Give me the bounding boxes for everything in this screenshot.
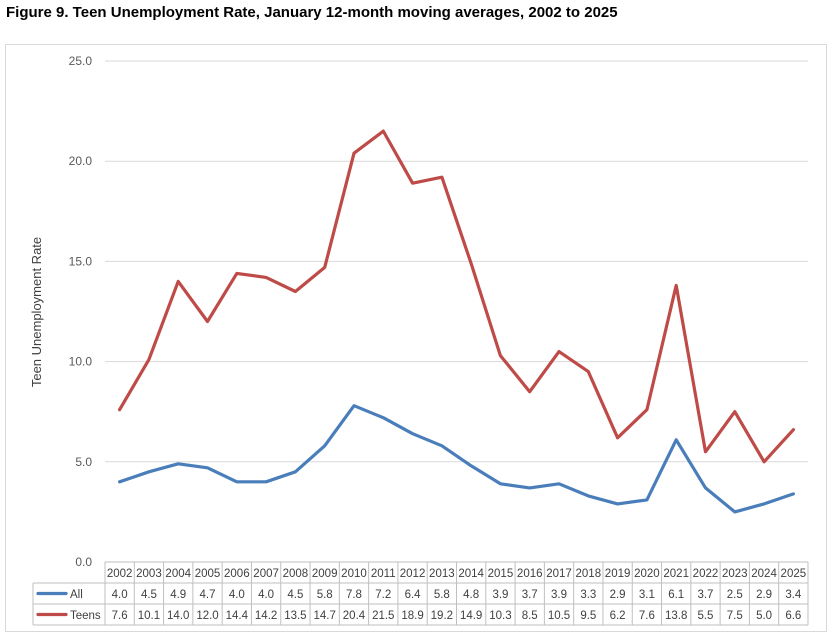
data-label: 2.5 xyxy=(727,589,743,601)
x-tick-label: 2007 xyxy=(253,568,279,580)
data-label: 4.0 xyxy=(112,589,128,601)
data-label: 5.0 xyxy=(756,610,772,622)
data-label: 4.0 xyxy=(229,589,245,601)
data-label: 10.5 xyxy=(548,610,570,622)
data-label: 18.9 xyxy=(401,610,423,622)
x-tick-label: 2005 xyxy=(195,568,221,580)
x-tick-label: 2008 xyxy=(283,568,309,580)
data-label: 7.8 xyxy=(346,589,362,601)
data-label: 13.8 xyxy=(665,610,687,622)
data-label: 6.1 xyxy=(668,589,684,601)
data-label: 20.4 xyxy=(343,610,366,622)
data-label: 3.7 xyxy=(697,589,713,601)
data-label: 12.0 xyxy=(196,610,218,622)
x-tick-label: 2022 xyxy=(693,568,719,580)
y-tick-label: 10.0 xyxy=(69,355,93,369)
data-label: 21.5 xyxy=(372,610,394,622)
x-tick-label: 2019 xyxy=(605,568,631,580)
x-tick-label: 2009 xyxy=(312,568,338,580)
data-label: 2.9 xyxy=(756,589,772,601)
data-label: 7.2 xyxy=(375,589,391,601)
data-label: 7.6 xyxy=(112,610,128,622)
data-table: 2002 2003 2004 2005 2006 2007 2008 2009 2010 2011… xyxy=(32,561,809,626)
data-label: 7.6 xyxy=(639,610,655,622)
data-label: 2.9 xyxy=(610,589,626,601)
x-tick-label: 2018 xyxy=(576,568,602,580)
chart-title: Figure 9. Teen Unemployment Rate, Januar… xyxy=(6,4,618,21)
x-tick-label: 2023 xyxy=(722,568,748,580)
series-line-teens xyxy=(117,129,796,464)
data-label: 3.9 xyxy=(492,589,508,601)
y-tick-label: 0.0 xyxy=(75,555,92,569)
data-label: 14.4 xyxy=(226,610,249,622)
x-tick-label: 2025 xyxy=(781,568,807,580)
data-label: 14.2 xyxy=(255,610,277,622)
data-label: 6.2 xyxy=(610,610,626,622)
data-label: 6.6 xyxy=(785,610,801,622)
x-tick-label: 2016 xyxy=(517,568,543,580)
data-label: 19.2 xyxy=(431,610,453,622)
legend-entry: Teens xyxy=(70,610,101,622)
data-label: 14.9 xyxy=(460,610,482,622)
data-label: 6.4 xyxy=(405,589,422,601)
data-label: 3.1 xyxy=(639,589,655,601)
x-tick-label: 2002 xyxy=(107,568,133,580)
y-tick-label: 20.0 xyxy=(69,154,93,168)
x-tick-label: 2003 xyxy=(136,568,162,580)
data-label: 4.5 xyxy=(287,589,303,601)
data-label: 3.9 xyxy=(551,589,567,601)
x-tick-label: 2010 xyxy=(341,568,367,580)
x-tick-label: 2011 xyxy=(371,568,396,580)
data-label: 13.5 xyxy=(284,610,306,622)
x-tick-label: 2020 xyxy=(634,568,660,580)
data-label: 5.8 xyxy=(434,589,450,601)
data-label: 4.9 xyxy=(170,589,186,601)
data-label: 5.8 xyxy=(317,589,333,601)
data-label: 4.0 xyxy=(258,589,274,601)
data-label: 10.1 xyxy=(138,610,160,622)
data-label: 8.5 xyxy=(522,610,538,622)
data-label: 9.5 xyxy=(580,610,596,622)
data-label: 10.3 xyxy=(489,610,511,622)
data-label: 14.7 xyxy=(313,610,335,622)
x-tick-label: 2012 xyxy=(400,568,426,580)
data-label: 3.7 xyxy=(522,589,538,601)
x-tick-label: 2004 xyxy=(165,568,191,580)
y-axis-label: Teen Unemployment Rate xyxy=(29,237,44,387)
series-line-all xyxy=(117,404,796,514)
x-tick-label: 2013 xyxy=(429,568,455,580)
y-tick-label: 5.0 xyxy=(75,455,92,469)
x-tick-label: 2015 xyxy=(488,568,514,580)
data-label: 7.5 xyxy=(727,610,743,622)
data-label: 14.0 xyxy=(167,610,189,622)
data-label: 4.5 xyxy=(141,589,157,601)
data-label: 4.7 xyxy=(200,589,216,601)
y-axis-ticks: 0.0 5.0 10.0 15.0 20.0 25.0 xyxy=(69,54,93,569)
data-label: 3.4 xyxy=(785,589,802,601)
series-lines xyxy=(117,129,796,514)
x-tick-label: 2024 xyxy=(751,568,777,580)
y-tick-label: 25.0 xyxy=(69,54,93,68)
x-tick-label: 2006 xyxy=(224,568,250,580)
y-tick-label: 15.0 xyxy=(69,254,93,268)
x-tick-label: 2021 xyxy=(663,568,689,580)
chart-frame xyxy=(5,44,827,632)
x-tick-label: 2017 xyxy=(546,568,572,580)
gridlines xyxy=(105,60,808,463)
legend-entry: All xyxy=(70,589,83,601)
data-label: 3.3 xyxy=(580,589,596,601)
x-tick-label: 2014 xyxy=(458,568,484,580)
data-label: 5.5 xyxy=(697,610,713,622)
data-label: 4.8 xyxy=(463,589,479,601)
